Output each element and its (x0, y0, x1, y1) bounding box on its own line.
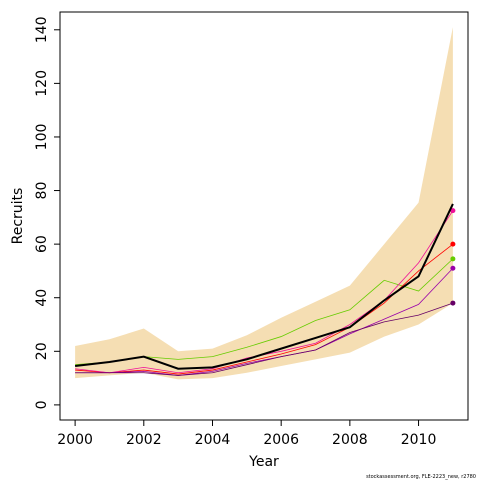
y-tick-label: 40 (34, 289, 50, 307)
series-line (75, 267, 454, 376)
y-tick-label: 100 (34, 124, 50, 151)
x-tick-label: 2008 (332, 432, 368, 448)
end-point (450, 208, 456, 214)
y-tick-label: 20 (34, 342, 50, 360)
confidence-band (75, 27, 453, 380)
x-tick-label: 2002 (126, 432, 162, 448)
y-tick-label: 0 (34, 400, 50, 409)
footnote: stockassessment.org, FLE-2223_new, r2780 (366, 474, 476, 480)
x-axis-label: Year (248, 454, 279, 470)
series-line (74, 203, 454, 370)
y-tick-label: 140 (34, 16, 50, 43)
plot-frame (59, 11, 469, 421)
end-point (450, 241, 456, 247)
series-line (75, 243, 454, 375)
end-point (450, 265, 456, 271)
x-tick-label: 2006 (263, 432, 299, 448)
end-point (450, 256, 456, 262)
y-tick-label: 60 (34, 235, 50, 253)
x-tick-label: 2000 (57, 432, 93, 448)
y-axis-label: Recruits (10, 188, 26, 245)
series-line (75, 302, 454, 376)
end-point (450, 300, 456, 306)
y-tick-label: 80 (34, 182, 50, 200)
y-tick-label: 120 (34, 70, 50, 97)
x-tick-label: 2004 (195, 432, 231, 448)
x-tick-label: 2010 (401, 432, 437, 448)
